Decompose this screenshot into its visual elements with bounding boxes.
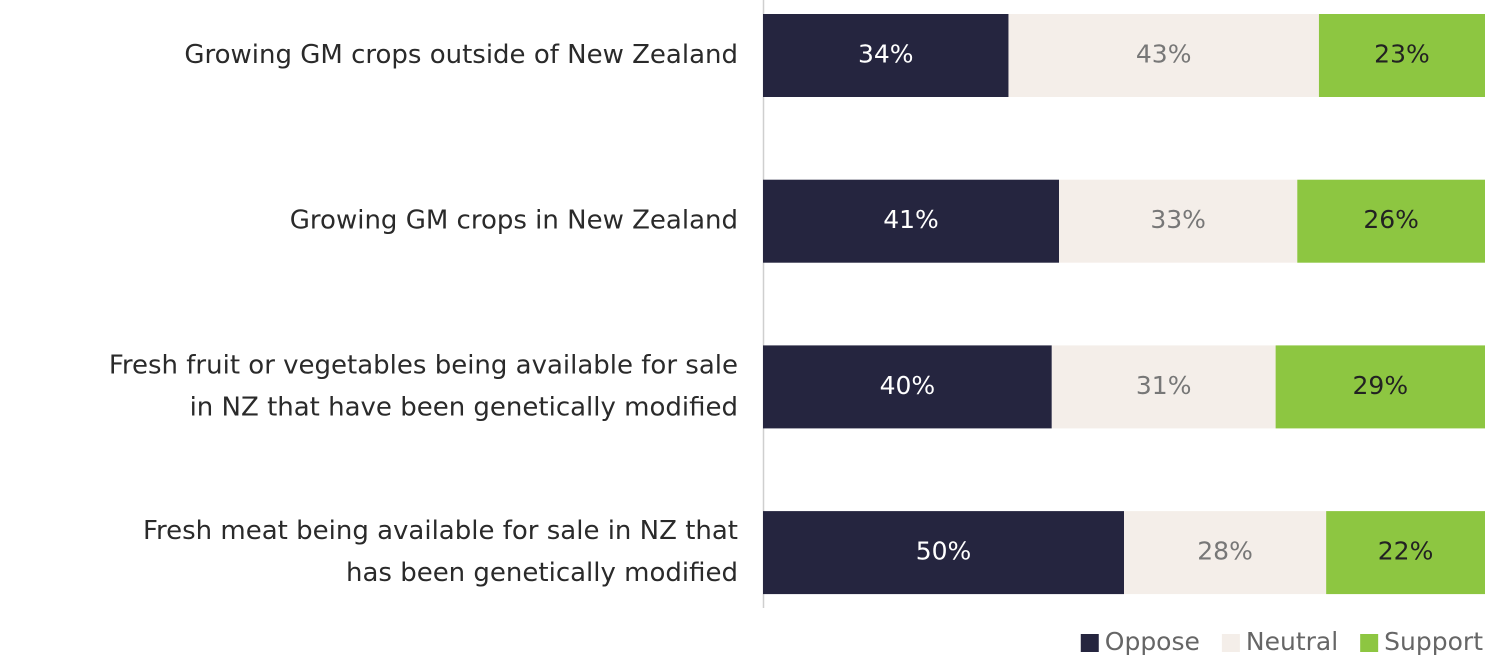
legend-swatch xyxy=(1221,634,1240,652)
category-label: Growing GM crops in New Zealand xyxy=(290,206,738,236)
bar-segment xyxy=(763,14,1009,97)
bar-segment xyxy=(1326,511,1485,595)
legend-swatch xyxy=(1360,634,1379,652)
value-label: 23% xyxy=(1374,40,1430,69)
category-label: Fresh fruit or vegetables being availabl… xyxy=(109,350,738,380)
value-label: 22% xyxy=(1378,537,1434,566)
legend-label: Neutral xyxy=(1246,627,1338,656)
value-label: 31% xyxy=(1136,371,1192,400)
bar-segment xyxy=(1059,179,1298,263)
bar-segment xyxy=(1318,14,1485,97)
value-label: 41% xyxy=(883,205,939,234)
value-label: 33% xyxy=(1150,205,1206,234)
category-label: in NZ that have been genetically modifie… xyxy=(190,392,738,422)
bar-segment xyxy=(763,511,1124,595)
legend-label: Oppose xyxy=(1105,627,1200,656)
value-label: 50% xyxy=(916,537,972,566)
value-label: 28% xyxy=(1197,537,1253,566)
legend-label: Support xyxy=(1384,627,1483,656)
value-label: 40% xyxy=(880,371,936,400)
bar-segment xyxy=(763,179,1060,263)
legend-swatch xyxy=(1080,634,1099,652)
value-label: 43% xyxy=(1136,40,1192,69)
bar-segment xyxy=(1008,14,1319,97)
value-label: 26% xyxy=(1363,205,1419,234)
bar-segment xyxy=(1297,179,1485,263)
bar-segment xyxy=(1124,511,1327,595)
category-label: has been genetically modified xyxy=(346,558,738,588)
bar-segment xyxy=(1275,345,1485,429)
value-label: 29% xyxy=(1353,371,1409,400)
value-label: 34% xyxy=(858,40,914,69)
bar-segment xyxy=(1051,345,1276,429)
bar-segment xyxy=(763,345,1052,429)
category-label: Growing GM crops outside of New Zealand xyxy=(184,40,738,70)
category-label: Fresh meat being available for sale in N… xyxy=(143,516,738,546)
